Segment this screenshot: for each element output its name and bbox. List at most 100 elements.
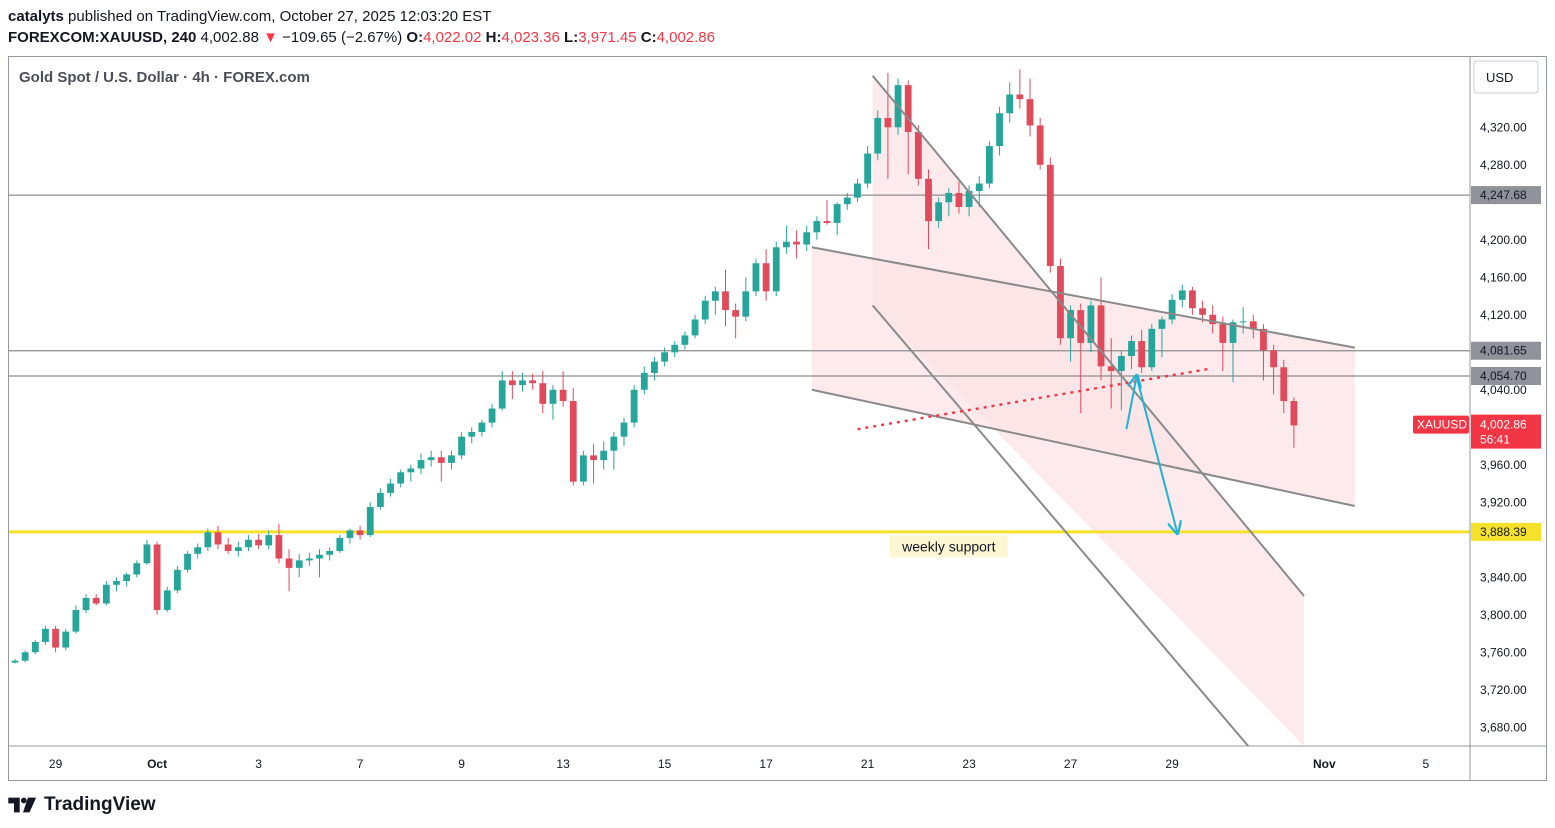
candle[interactable] — [610, 431, 618, 470]
candle[interactable] — [783, 225, 790, 254]
candle[interactable] — [245, 535, 252, 552]
candle[interactable] — [1260, 324, 1267, 381]
candle-body[interactable] — [752, 263, 760, 292]
candle-body[interactable] — [701, 300, 709, 320]
candle-body[interactable] — [1117, 356, 1125, 372]
candle-body[interactable] — [914, 131, 922, 179]
candle-body[interactable] — [255, 539, 262, 546]
candle-body[interactable] — [935, 202, 943, 222]
candle-body[interactable] — [417, 460, 425, 469]
candle[interactable] — [1219, 316, 1227, 372]
candle[interactable] — [387, 478, 394, 497]
candle-body[interactable] — [366, 506, 374, 536]
candle[interactable] — [701, 296, 709, 325]
candle-body[interactable] — [82, 597, 90, 611]
dotted-trend-line[interactable] — [857, 367, 1208, 431]
candle[interactable] — [377, 488, 384, 510]
candle[interactable] — [478, 419, 486, 437]
candle-body[interactable] — [316, 554, 323, 559]
candle[interactable] — [1006, 82, 1014, 123]
candle[interactable] — [559, 371, 567, 407]
candle-body[interactable] — [133, 563, 141, 575]
candle-body[interactable] — [377, 492, 384, 507]
candle-body[interactable] — [174, 569, 181, 591]
candle-body[interactable] — [691, 319, 699, 336]
candle-body[interactable] — [204, 532, 212, 548]
candle[interactable] — [1128, 335, 1135, 370]
candle[interactable] — [884, 72, 892, 179]
candle-body[interactable] — [711, 291, 719, 301]
candle[interactable] — [762, 249, 770, 301]
candle-body[interactable] — [508, 380, 516, 386]
candle-body[interactable] — [336, 537, 344, 552]
candle-body[interactable] — [793, 241, 800, 245]
candle[interactable] — [265, 530, 273, 550]
candle-body[interactable] — [1280, 367, 1288, 402]
candle[interactable] — [1158, 316, 1166, 357]
candle-body[interactable] — [397, 472, 405, 484]
candle[interactable] — [62, 628, 70, 651]
candle-body[interactable] — [519, 380, 526, 386]
candle[interactable] — [864, 146, 871, 189]
candle[interactable] — [275, 523, 283, 564]
candle-body[interactable] — [813, 221, 821, 233]
candle[interactable] — [123, 572, 131, 587]
candle-body[interactable] — [1199, 308, 1206, 315]
candle[interactable] — [1087, 300, 1095, 353]
candle-body[interactable] — [72, 610, 80, 632]
candle[interactable] — [519, 372, 526, 392]
candle[interactable] — [1138, 329, 1146, 373]
candle-body[interactable] — [498, 380, 506, 409]
candle[interactable] — [590, 444, 597, 484]
candle[interactable] — [11, 658, 19, 664]
candle-body[interactable] — [1249, 321, 1257, 329]
candle[interactable] — [732, 303, 740, 339]
candle-body[interactable] — [1209, 314, 1217, 325]
candle-body[interactable] — [1178, 290, 1186, 300]
candle[interactable] — [752, 258, 760, 297]
candle[interactable] — [133, 560, 141, 578]
candle-body[interactable] — [864, 153, 871, 184]
candle[interactable] — [945, 188, 953, 217]
candle[interactable] — [194, 543, 202, 559]
candle-body[interactable] — [356, 530, 364, 536]
candle[interactable] — [1148, 324, 1156, 372]
candle[interactable] — [529, 373, 537, 390]
candle[interactable] — [711, 286, 719, 315]
candle[interactable] — [214, 525, 222, 550]
candle-body[interactable] — [580, 455, 587, 482]
candle[interactable] — [823, 200, 831, 225]
candle[interactable] — [1046, 157, 1054, 273]
candle-body[interactable] — [1138, 341, 1146, 368]
candle[interactable] — [539, 371, 547, 414]
candle-body[interactable] — [295, 560, 303, 568]
candle-body[interactable] — [31, 641, 39, 653]
candle[interactable] — [1097, 277, 1105, 381]
candle[interactable] — [326, 547, 334, 561]
candle[interactable] — [651, 356, 658, 381]
candle-body[interactable] — [955, 192, 963, 207]
candle[interactable] — [1026, 78, 1034, 137]
candle[interactable] — [1117, 350, 1125, 411]
candle-body[interactable] — [1189, 290, 1196, 309]
candle-body[interactable] — [1168, 299, 1176, 320]
candle[interactable] — [346, 528, 354, 544]
candle[interactable] — [793, 230, 800, 259]
candle[interactable] — [1168, 294, 1176, 325]
candle[interactable] — [681, 331, 689, 350]
candle[interactable] — [620, 417, 628, 447]
candle-body[interactable] — [833, 204, 841, 223]
candle[interactable] — [996, 106, 1003, 156]
candle-body[interactable] — [1026, 99, 1034, 126]
candle[interactable] — [874, 110, 882, 161]
candle[interactable] — [72, 605, 80, 634]
candle[interactable] — [437, 450, 445, 482]
candle[interactable] — [661, 347, 668, 367]
candle[interactable] — [52, 626, 59, 653]
candle[interactable] — [843, 192, 851, 210]
author-name[interactable]: catalyts — [8, 8, 64, 25]
candle[interactable] — [640, 366, 648, 395]
candle-body[interactable] — [539, 383, 547, 404]
candle-body[interactable] — [11, 660, 19, 663]
candle[interactable] — [1209, 305, 1217, 334]
